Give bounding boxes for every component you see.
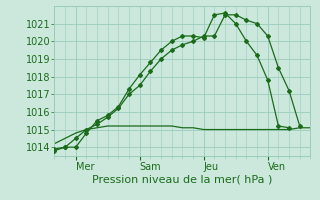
X-axis label: Pression niveau de la mer( hPa ): Pression niveau de la mer( hPa ) bbox=[92, 174, 273, 184]
